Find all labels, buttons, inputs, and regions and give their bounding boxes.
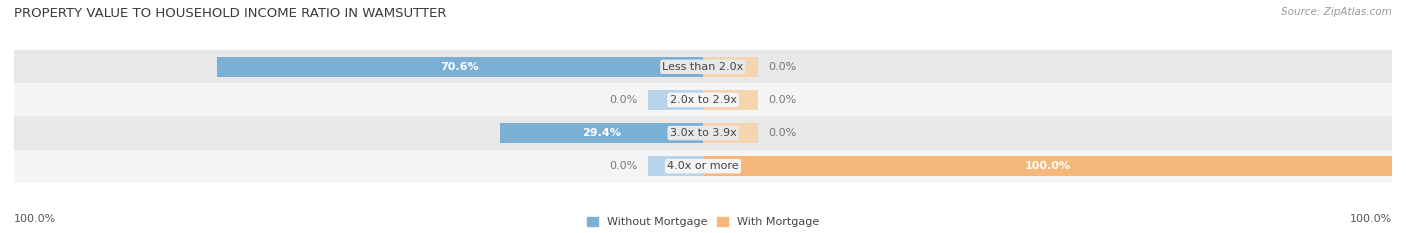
- Text: 100.0%: 100.0%: [14, 214, 56, 224]
- Bar: [648, 156, 703, 176]
- Text: 70.6%: 70.6%: [440, 62, 479, 72]
- Bar: [14, 150, 1392, 183]
- Text: 0.0%: 0.0%: [769, 62, 797, 72]
- Text: 3.0x to 3.9x: 3.0x to 3.9x: [669, 128, 737, 138]
- Text: 0.0%: 0.0%: [769, 95, 797, 105]
- Bar: [703, 123, 758, 143]
- Bar: [648, 90, 703, 110]
- Bar: [14, 83, 1392, 116]
- Bar: [14, 116, 1392, 150]
- Bar: [703, 156, 1392, 176]
- Text: Source: ZipAtlas.com: Source: ZipAtlas.com: [1281, 7, 1392, 17]
- Text: 29.4%: 29.4%: [582, 128, 621, 138]
- Bar: [501, 123, 703, 143]
- Text: 0.0%: 0.0%: [609, 95, 637, 105]
- Text: Less than 2.0x: Less than 2.0x: [662, 62, 744, 72]
- Bar: [217, 57, 703, 77]
- Text: 100.0%: 100.0%: [1350, 214, 1392, 224]
- Bar: [703, 57, 758, 77]
- Text: 100.0%: 100.0%: [1025, 161, 1070, 171]
- Bar: [703, 90, 758, 110]
- Text: 0.0%: 0.0%: [769, 128, 797, 138]
- Text: PROPERTY VALUE TO HOUSEHOLD INCOME RATIO IN WAMSUTTER: PROPERTY VALUE TO HOUSEHOLD INCOME RATIO…: [14, 7, 447, 20]
- Text: 2.0x to 2.9x: 2.0x to 2.9x: [669, 95, 737, 105]
- Bar: [14, 50, 1392, 83]
- Text: 0.0%: 0.0%: [609, 161, 637, 171]
- Legend: Without Mortgage, With Mortgage: Without Mortgage, With Mortgage: [588, 217, 818, 227]
- Text: 4.0x or more: 4.0x or more: [668, 161, 738, 171]
